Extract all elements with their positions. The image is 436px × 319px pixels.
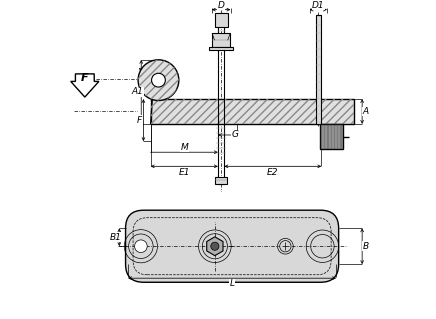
Bar: [215, 177, 227, 183]
Circle shape: [280, 241, 291, 252]
Bar: [212, 33, 230, 47]
Text: B: B: [363, 242, 369, 251]
Text: D1: D1: [312, 1, 324, 10]
Text: F: F: [81, 73, 89, 83]
Bar: [215, 13, 228, 27]
FancyBboxPatch shape: [126, 210, 339, 282]
Circle shape: [152, 73, 165, 87]
Text: M: M: [181, 143, 188, 152]
Text: E2: E2: [267, 168, 279, 177]
Text: B1: B1: [109, 233, 122, 242]
Text: F: F: [137, 115, 142, 125]
Bar: [320, 124, 343, 149]
Bar: [316, 15, 321, 124]
Text: A1: A1: [132, 87, 143, 96]
Bar: [150, 99, 354, 124]
Bar: [150, 99, 354, 124]
Circle shape: [211, 242, 219, 250]
Text: L: L: [230, 279, 235, 288]
Bar: [209, 47, 233, 50]
Text: A: A: [363, 107, 369, 116]
Text: G: G: [232, 130, 239, 139]
Circle shape: [138, 60, 179, 100]
Polygon shape: [207, 237, 223, 256]
Circle shape: [135, 240, 147, 253]
Text: D: D: [218, 1, 225, 10]
Text: E1: E1: [179, 168, 190, 177]
